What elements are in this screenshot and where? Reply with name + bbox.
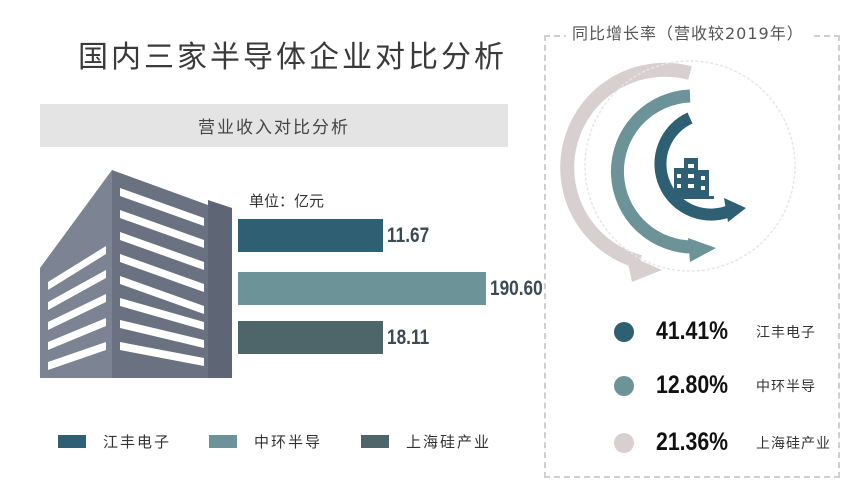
arc-guide-circle [584,60,796,272]
stat-label: 中环半导 [756,378,816,395]
stat-dot [614,432,634,453]
legend-item-jiangfeng: 江丰电子 [58,431,171,452]
stat-dot [614,375,634,396]
stat-dot [614,321,634,342]
bar-1 [238,272,486,305]
legend-swatch [58,435,86,448]
stat-value: 21.36% [656,428,729,456]
legend-label: 江丰电子 [103,433,172,451]
stat-jiangfeng: 41.41% 江丰电子 [614,317,816,346]
stat-zhonghuan: 12.80% 中环半导 [614,371,816,400]
growth-panel-title: 同比增长率（营收较2019年） [566,20,810,44]
legend-label: 中环半导 [254,433,323,451]
stat-value: 41.41% [656,317,729,345]
stat-value: 12.80% [656,371,729,399]
bar-value-label: 11.67 [387,224,430,247]
bar-2 [238,321,383,354]
stat-shanghai: 21.36% 上海硅产业 [614,428,831,457]
bar-value-label: 190.60 [490,277,543,300]
arc-jiangfeng-arrowhead [724,198,746,222]
legend-label: 上海硅产业 [406,433,492,451]
bar-0 [238,219,383,252]
arc-shanghai-arrowhead [626,254,662,282]
legend-swatch [361,435,389,448]
arc-zhonghuan [610,89,697,254]
stat-label: 江丰电子 [756,324,816,341]
building-windows [48,188,204,370]
legend-swatch [209,435,237,448]
bar-value-label: 18.11 [387,326,430,349]
unit-label: 单位：亿元 [249,192,325,210]
city-icon-windows [677,164,705,190]
arc-jiangfeng [654,112,735,221]
legend-item-shanghai: 上海硅产业 [361,431,491,452]
page-title: 国内三家半导体企业对比分析 [78,40,507,75]
arc-zhonghuan-arrowhead [688,238,716,262]
revenue-section-header: 营业收入对比分析 [40,104,508,147]
legend-item-zhonghuan: 中环半导 [209,431,322,452]
stat-label: 上海硅产业 [756,435,831,452]
growth-panel [544,35,840,478]
